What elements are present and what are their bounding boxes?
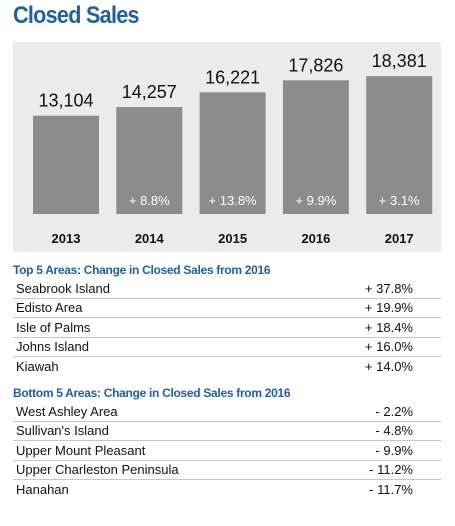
bar-value-label: 16,221 [205,67,260,87]
area-name: Sullivan's Island [16,423,109,439]
x-tick-label: 2013 [52,231,81,246]
area-name: Kiawah [16,359,59,375]
closed-sales-bar-chart: 13,104 2013 14,257 + 8.8% 2014 16,221 + 13.8% 2… [33,51,433,246]
area-change-value: + 19.9% [364,300,413,316]
x-tick-label: 2016 [301,231,330,246]
area-change-value: - 9.9% [375,442,413,458]
area-change-value: - 11.7% [369,482,413,498]
table-row: Johns Island + 16.0% [13,338,441,357]
bar-2014 [116,107,183,214]
table-row: Isle of Palms + 18.4% [13,318,441,338]
table-row: Seabrook Island + 37.8% [13,279,441,299]
bar-change-label: + 3.1% [379,193,420,208]
area-change-value: - 11.2% [369,462,413,478]
bar-value-label: 13,104 [38,91,93,111]
bar-value-label: 17,826 [288,55,343,75]
area-name: Upper Charleston Peninsula [16,462,179,478]
area-change-value: + 14.0% [364,359,413,375]
x-tick-label: 2015 [218,231,247,246]
table-row: Upper Mount Pleasant - 9.9% [13,441,441,461]
area-name: Isle of Palms [16,319,91,335]
table-row: West Ashley Area - 2.2% [13,402,441,422]
bar-change-label: + 9.9% [295,193,336,208]
top-areas-table: Seabrook Island + 37.8% Edisto Area + 19.9%… [13,279,441,377]
area-change-value: + 18.4% [364,319,413,335]
table-row: Upper Charleston Peninsula - 11.2% [13,461,441,480]
bar-change-label: + 13.8% [209,193,258,208]
bar-value-label: 18,381 [372,51,427,71]
area-name: Johns Island [16,339,89,355]
table-row: Sullivan's Island - 4.8% [13,422,441,441]
bar-2017 [366,76,433,214]
bar-2015 [199,92,266,214]
area-change-value: + 37.8% [364,280,413,296]
area-change-value: + 16.0% [364,339,413,355]
bar-2013 [33,115,99,214]
area-name: Seabrook Island [16,280,110,296]
bar-value-label: 14,257 [122,82,177,102]
bar-change-label: + 8.8% [129,193,170,208]
area-change-value: - 2.2% [375,403,413,419]
table-row: Kiawah + 14.0% [13,357,441,377]
area-name: Edisto Area [16,300,83,316]
table-row: Hanahan - 11.7% [13,480,441,500]
bottom-areas-heading: Bottom 5 Areas: Change in Closed Sales f… [13,386,291,400]
area-name: West Ashley Area [16,403,118,419]
bottom-areas-table: West Ashley Area - 2.2% Sullivan's Island -… [13,402,441,500]
area-change-value: - 4.8% [375,423,413,439]
table-row: Edisto Area + 19.9% [13,299,441,318]
bar-2016 [282,80,349,215]
x-tick-label: 2017 [385,231,414,246]
x-tick-label: 2014 [135,231,165,246]
top-areas-heading: Top 5 Areas: Change in Closed Sales from… [13,263,271,277]
chart-title: Closed Sales [13,2,140,29]
area-name: Upper Mount Pleasant [16,442,146,458]
area-name: Hanahan [16,482,69,498]
